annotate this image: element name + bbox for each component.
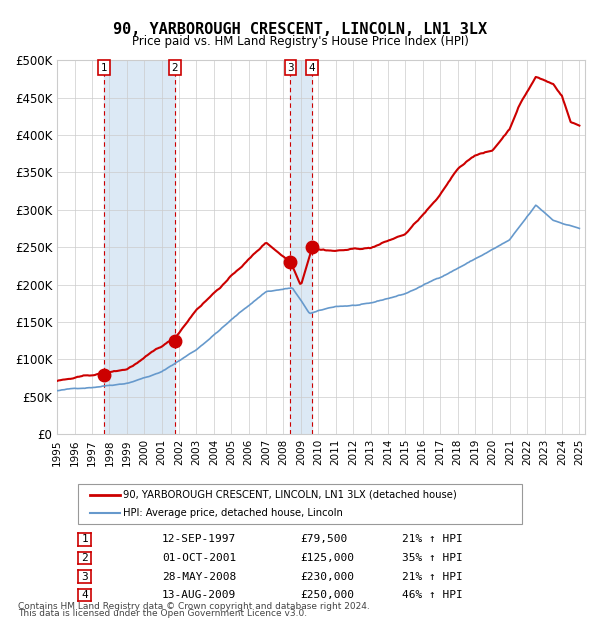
Text: 4: 4 xyxy=(81,590,88,600)
Text: 3: 3 xyxy=(287,63,294,73)
Text: 90, YARBOROUGH CRESCENT, LINCOLN, LN1 3LX: 90, YARBOROUGH CRESCENT, LINCOLN, LN1 3L… xyxy=(113,22,487,37)
Bar xyxy=(290,60,311,434)
Text: 21% ↑ HPI: 21% ↑ HPI xyxy=(402,572,463,582)
Text: 90, YARBOROUGH CRESCENT, LINCOLN, LN1 3LX (detached house): 90, YARBOROUGH CRESCENT, LINCOLN, LN1 3L… xyxy=(123,490,457,500)
Text: 28-MAY-2008: 28-MAY-2008 xyxy=(162,572,236,582)
Text: 4: 4 xyxy=(308,63,315,73)
Text: Contains HM Land Registry data © Crown copyright and database right 2024.: Contains HM Land Registry data © Crown c… xyxy=(18,601,370,611)
Text: This data is licensed under the Open Government Licence v3.0.: This data is licensed under the Open Gov… xyxy=(18,609,307,618)
Text: 01-OCT-2001: 01-OCT-2001 xyxy=(162,553,236,563)
Text: £250,000: £250,000 xyxy=(300,590,354,600)
Text: 21% ↑ HPI: 21% ↑ HPI xyxy=(402,534,463,544)
Bar xyxy=(104,60,175,434)
Text: 1: 1 xyxy=(101,63,108,73)
Text: 13-AUG-2009: 13-AUG-2009 xyxy=(162,590,236,600)
Text: £125,000: £125,000 xyxy=(300,553,354,563)
Text: 1: 1 xyxy=(81,534,88,544)
Text: HPI: Average price, detached house, Lincoln: HPI: Average price, detached house, Linc… xyxy=(123,508,343,518)
Text: 2: 2 xyxy=(81,553,88,563)
Text: 12-SEP-1997: 12-SEP-1997 xyxy=(162,534,236,544)
Text: 2: 2 xyxy=(172,63,178,73)
Text: 46% ↑ HPI: 46% ↑ HPI xyxy=(402,590,463,600)
Text: 3: 3 xyxy=(81,572,88,582)
Text: Price paid vs. HM Land Registry's House Price Index (HPI): Price paid vs. HM Land Registry's House … xyxy=(131,35,469,48)
Text: £230,000: £230,000 xyxy=(300,572,354,582)
Text: 35% ↑ HPI: 35% ↑ HPI xyxy=(402,553,463,563)
Text: £79,500: £79,500 xyxy=(300,534,347,544)
